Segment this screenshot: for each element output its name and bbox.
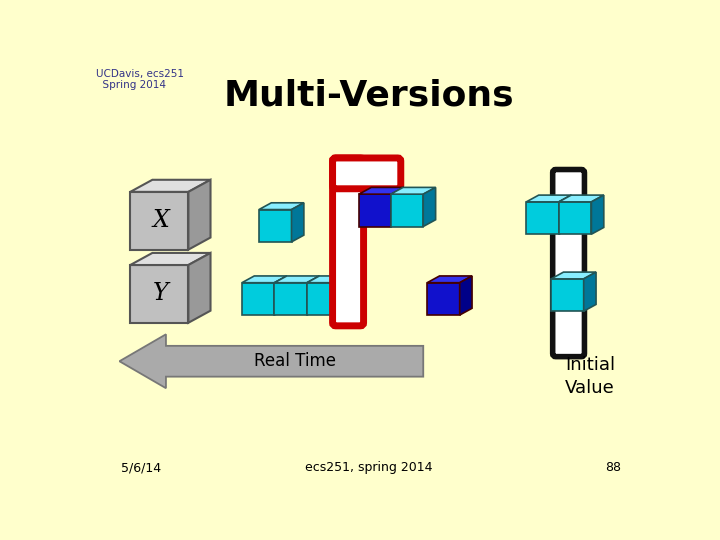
Polygon shape — [274, 276, 287, 315]
Polygon shape — [526, 202, 559, 234]
Polygon shape — [130, 253, 210, 265]
Polygon shape — [130, 192, 189, 249]
Text: Y: Y — [153, 282, 168, 306]
Polygon shape — [274, 276, 320, 283]
Polygon shape — [189, 180, 210, 249]
FancyBboxPatch shape — [553, 170, 585, 356]
Polygon shape — [359, 194, 392, 226]
Text: Real Time: Real Time — [253, 352, 336, 370]
Polygon shape — [242, 283, 274, 315]
Polygon shape — [242, 276, 287, 283]
Text: ecs251, spring 2014: ecs251, spring 2014 — [305, 462, 433, 475]
Polygon shape — [120, 334, 423, 388]
Polygon shape — [551, 279, 584, 311]
Polygon shape — [559, 195, 571, 234]
Polygon shape — [259, 210, 292, 242]
Text: 88: 88 — [605, 462, 621, 475]
Polygon shape — [423, 187, 436, 226]
Polygon shape — [459, 276, 472, 315]
Polygon shape — [591, 195, 604, 234]
Polygon shape — [292, 203, 304, 242]
Polygon shape — [392, 187, 404, 226]
Polygon shape — [189, 253, 210, 323]
Polygon shape — [307, 283, 340, 315]
Polygon shape — [274, 283, 307, 315]
Polygon shape — [340, 276, 352, 315]
Polygon shape — [391, 194, 423, 226]
Text: X: X — [153, 209, 169, 232]
FancyBboxPatch shape — [333, 158, 401, 189]
Text: Initial
Value: Initial Value — [564, 356, 615, 397]
Polygon shape — [307, 276, 352, 283]
Polygon shape — [259, 203, 304, 210]
Polygon shape — [391, 187, 436, 194]
Polygon shape — [584, 272, 596, 311]
Polygon shape — [427, 283, 459, 315]
Text: Multi-Versions: Multi-Versions — [224, 79, 514, 113]
Polygon shape — [130, 180, 210, 192]
Polygon shape — [559, 195, 604, 202]
Polygon shape — [427, 276, 472, 283]
Polygon shape — [559, 202, 591, 234]
Polygon shape — [307, 276, 320, 315]
Text: 5/6/14: 5/6/14 — [121, 462, 161, 475]
Polygon shape — [359, 187, 404, 194]
Polygon shape — [130, 265, 189, 323]
Polygon shape — [526, 195, 571, 202]
Text: UCDavis, ecs251
  Spring 2014: UCDavis, ecs251 Spring 2014 — [96, 69, 184, 90]
Polygon shape — [551, 272, 596, 279]
FancyBboxPatch shape — [333, 158, 364, 326]
